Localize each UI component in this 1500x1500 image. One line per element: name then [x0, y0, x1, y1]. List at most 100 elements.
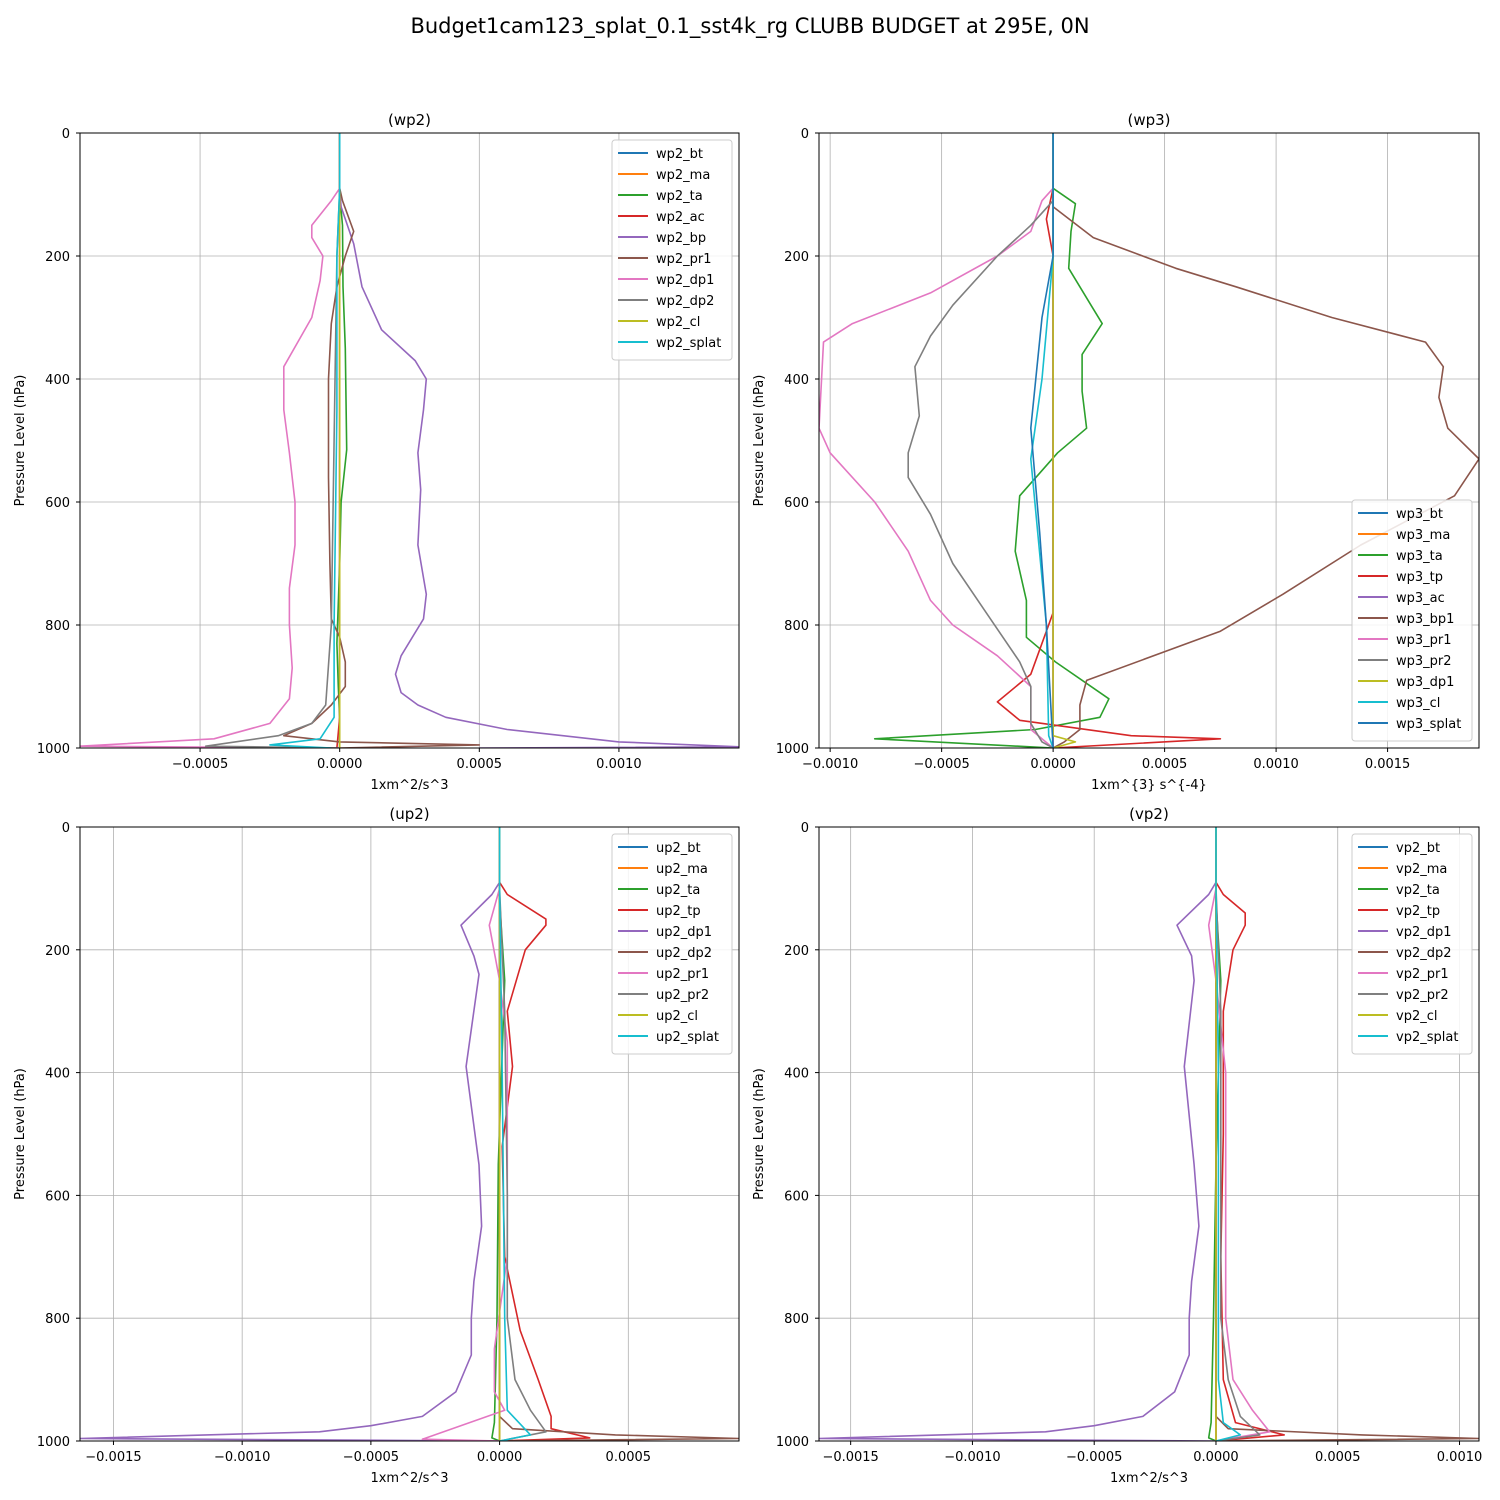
legend-label: vp2_tp — [1396, 904, 1440, 919]
series-line-wp3_pr2 — [907, 133, 1054, 748]
legend-label: wp3_bt — [1396, 507, 1443, 522]
series-line-up2_splat — [498, 827, 532, 1441]
legend-label: wp2_splat — [656, 336, 721, 351]
legend: vp2_bt vp2_ma vp2_ta vp2_tp vp2_dp1 vp2_dp2vp… — [1351, 833, 1473, 1055]
legend-label: wp2_ma — [656, 168, 710, 183]
y-tick-label: 800 — [45, 1312, 70, 1327]
legend-label: up2_ta — [656, 883, 700, 898]
legend-label: wp2_bp — [656, 231, 706, 246]
series-line-wp2_pr1 — [283, 133, 481, 748]
x-tick-label: 0.0005 — [606, 1450, 652, 1465]
legend-label: vp2_ma — [1396, 862, 1447, 877]
plot-frame — [79, 132, 740, 749]
y-tick-label: 400 — [45, 1067, 70, 1082]
y-axis-label: Pressure Level (hPa) — [13, 375, 28, 507]
series-line-wp2_splat — [269, 133, 341, 748]
y-tick-label: 1000 — [776, 742, 809, 757]
legend-label: up2_pr2 — [656, 988, 709, 1003]
legend-label: wp2_ta — [656, 189, 703, 204]
legend-label: up2_dp1 — [656, 925, 712, 940]
y-tick-label: 200 — [784, 944, 809, 959]
legend-label: up2_pr1 — [656, 967, 709, 982]
y-tick-label: 0 — [801, 127, 809, 142]
legend-label: wp3_pr2 — [1396, 654, 1452, 669]
y-tick-label: 1000 — [776, 1435, 809, 1450]
figure-title: Budget1cam123_splat_0.1_sst4k_rg CLUBB B… — [410, 14, 1090, 38]
legend-label: wp2_dp2 — [656, 294, 714, 309]
y-tick-label: 0 — [801, 821, 809, 836]
x-tick-label: 0.0005 — [1315, 1450, 1361, 1465]
series-line-wp2_bp — [338, 133, 739, 748]
series-line-wp3_cl — [1030, 133, 1054, 748]
series-line-vp2_dp1 — [819, 827, 1217, 1441]
y-tick-label: 400 — [784, 373, 809, 388]
legend: wp2_bt wp2_ma wp2_ta wp2_ac wp2_bp wp2_pr1 wp2… — [611, 139, 733, 361]
series-line-wp2_ta — [336, 133, 348, 748]
series-line-wp3_bp1 — [1052, 133, 1479, 748]
series-line-wp3_tp — [996, 133, 1222, 748]
x-tick-label: 0.0010 — [1253, 757, 1299, 772]
x-tick-label: 0.0010 — [596, 757, 642, 772]
series-line-wp3_ta — [873, 133, 1110, 748]
y-tick-label: 400 — [45, 373, 70, 388]
x-tick-label: 0.0000 — [1193, 1450, 1239, 1465]
plot-frame — [79, 826, 740, 1442]
y-axis-label: Pressure Level (hPa) — [752, 375, 767, 507]
series-group — [80, 133, 739, 748]
series-group — [819, 827, 1479, 1441]
series-line-vp2_splat — [1215, 827, 1242, 1441]
x-tick-label: 0.0000 — [477, 1450, 523, 1465]
y-tick-label: 600 — [45, 496, 70, 511]
legend-label: vp2_dp2 — [1396, 946, 1452, 961]
legend-label: vp2_ta — [1396, 883, 1440, 898]
series-line-up2_pr2 — [498, 827, 547, 1441]
y-axis-label: Pressure Level (hPa) — [13, 1068, 28, 1200]
subplot-title: (wp3) — [1127, 111, 1170, 129]
legend-label: wp2_cl — [656, 315, 700, 330]
legend-label: wp2_ac — [656, 210, 705, 225]
subplot-0: −0.0005 0.0000 0.0005 0.0010 0 200 400 600 800 10… — [13, 111, 740, 793]
legend-label: wp3_tp — [1396, 570, 1443, 585]
x-axis-label: 1xm^2/s^3 — [370, 778, 448, 793]
legend-label: vp2_cl — [1396, 1009, 1437, 1024]
y-tick-label: 200 — [45, 944, 70, 959]
y-tick-label: 600 — [45, 1189, 70, 1204]
y-tick-label: 0 — [62, 127, 70, 142]
legend-label: vp2_pr2 — [1396, 988, 1449, 1003]
legend-label: vp2_pr1 — [1396, 967, 1449, 982]
y-tick-label: 800 — [784, 1312, 809, 1327]
subplot-3: −0.0015 −0.0010 −0.0005 0.0000 0.0005 0.0010 0… — [752, 805, 1482, 1486]
x-tick-label: −0.0005 — [1066, 1450, 1122, 1465]
series-line-wp3_dp1 — [1052, 133, 1077, 748]
legend-label: wp3_dp1 — [1396, 675, 1454, 690]
x-tick-label: 0.0015 — [1365, 757, 1411, 772]
x-tick-label: 0.0010 — [1437, 1450, 1483, 1465]
y-tick-label: 400 — [784, 1067, 809, 1082]
x-axis-label: 1xm^{3} s^{-4} — [1091, 778, 1207, 793]
legend-label: wp3_ac — [1396, 591, 1445, 606]
x-tick-label: 0.0005 — [457, 757, 503, 772]
subplot-title: (wp2) — [388, 111, 431, 129]
subplot-2: −0.0015 −0.0010 −0.0005 0.0000 0.0005 0 200 400… — [13, 805, 740, 1486]
series-group — [80, 827, 739, 1441]
x-tick-label: 0.0000 — [317, 757, 363, 772]
y-tick-label: 0 — [62, 821, 70, 836]
series-line-up2_pr1 — [421, 827, 509, 1441]
y-tick-label: 800 — [784, 619, 809, 634]
legend-label: up2_bt — [656, 841, 701, 856]
legend-label: wp3_pr1 — [1396, 633, 1452, 648]
series-group — [819, 133, 1479, 748]
y-tick-label: 200 — [784, 250, 809, 265]
legend-label: wp2_bt — [656, 147, 703, 162]
x-tick-label: −0.0005 — [172, 757, 228, 772]
x-axis-label: 1xm^2/s^3 — [1110, 1471, 1188, 1486]
subplot-1: −0.0010 −0.0005 0.0000 0.0005 0.0010 0.0015 0 2… — [752, 111, 1480, 793]
legend-label: vp2_dp1 — [1396, 925, 1452, 940]
legend-label: wp2_pr1 — [656, 252, 712, 267]
x-tick-label: −0.0010 — [802, 757, 858, 772]
x-tick-label: 0.0005 — [1142, 757, 1188, 772]
legend-label: up2_splat — [656, 1030, 719, 1045]
x-tick-label: −0.0010 — [214, 1450, 270, 1465]
series-line-vp2_tp — [1215, 827, 1285, 1441]
